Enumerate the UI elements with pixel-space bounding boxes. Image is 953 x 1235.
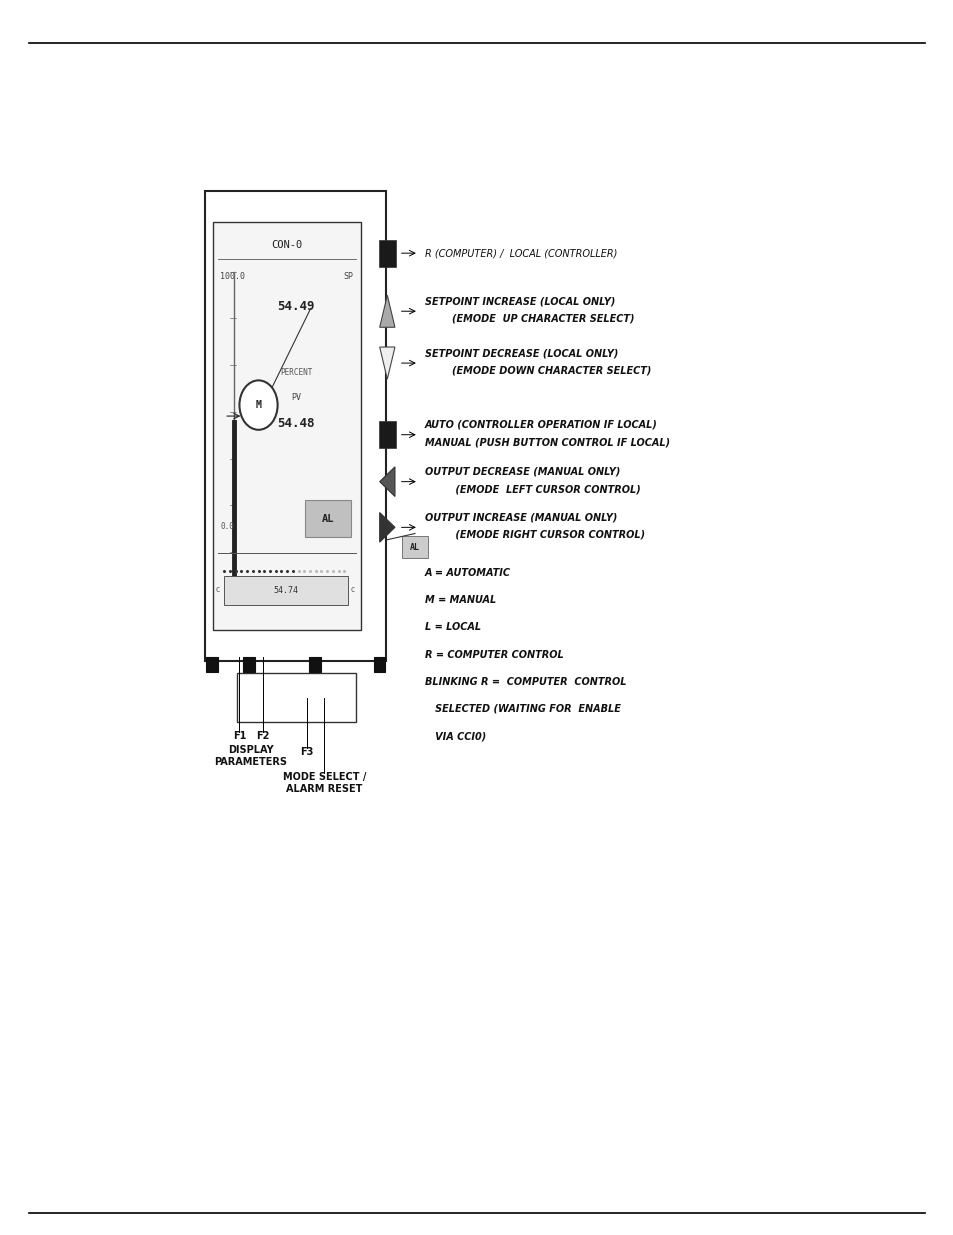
- Text: AL: AL: [321, 514, 335, 524]
- Text: MODE SELECT /
ALARM RESET: MODE SELECT / ALARM RESET: [282, 772, 366, 794]
- Text: R (COMPUTER) /  LOCAL (CONTROLLER): R (COMPUTER) / LOCAL (CONTROLLER): [424, 248, 617, 258]
- Bar: [305, 500, 351, 537]
- Text: M = MANUAL: M = MANUAL: [424, 595, 496, 605]
- Text: (EMODE  UP CHARACTER SELECT): (EMODE UP CHARACTER SELECT): [424, 314, 634, 324]
- Text: VIA CCI0): VIA CCI0): [424, 731, 485, 741]
- Text: OUTPUT INCREASE (MANUAL ONLY): OUTPUT INCREASE (MANUAL ONLY): [424, 513, 617, 522]
- Text: (EMODE  LEFT CURSOR CONTROL): (EMODE LEFT CURSOR CONTROL): [424, 484, 639, 494]
- Text: DISPLAY
PARAMETERS: DISPLAY PARAMETERS: [214, 745, 287, 767]
- Polygon shape: [379, 513, 395, 542]
- Bar: [378, 240, 395, 267]
- Text: SELECTED (WAITING FOR  ENABLE: SELECTED (WAITING FOR ENABLE: [424, 704, 619, 714]
- Text: CON-0: CON-0: [271, 240, 302, 249]
- Text: F3: F3: [300, 747, 314, 757]
- Bar: [213, 222, 360, 630]
- Text: PERCENT: PERCENT: [280, 368, 312, 377]
- Text: BLINKING R =  COMPUTER  CONTROL: BLINKING R = COMPUTER CONTROL: [424, 677, 625, 687]
- Text: C: C: [215, 588, 219, 593]
- Text: 0.0: 0.0: [220, 522, 234, 531]
- Bar: [243, 657, 254, 672]
- Bar: [224, 576, 348, 605]
- Text: PV: PV: [291, 393, 301, 401]
- Text: AUTO (CONTROLLER OPERATION IF LOCAL): AUTO (CONTROLLER OPERATION IF LOCAL): [424, 420, 657, 430]
- Text: 100.0: 100.0: [220, 272, 245, 280]
- Text: M: M: [255, 400, 261, 410]
- Text: C: C: [351, 588, 355, 593]
- Text: MANUAL (PUSH BUTTON CONTROL IF LOCAL): MANUAL (PUSH BUTTON CONTROL IF LOCAL): [424, 437, 669, 447]
- Text: (EMODE DOWN CHARACTER SELECT): (EMODE DOWN CHARACTER SELECT): [424, 366, 650, 375]
- Text: F1: F1: [233, 731, 246, 741]
- Text: OUTPUT DECREASE (MANUAL ONLY): OUTPUT DECREASE (MANUAL ONLY): [424, 467, 619, 477]
- Text: F2: F2: [256, 731, 270, 741]
- Text: 54.74: 54.74: [274, 585, 298, 595]
- Circle shape: [239, 380, 277, 430]
- Text: L = LOCAL: L = LOCAL: [424, 622, 480, 632]
- Text: AL: AL: [410, 542, 419, 552]
- Polygon shape: [379, 467, 395, 496]
- Bar: [374, 657, 385, 672]
- Text: SETPOINT INCREASE (LOCAL ONLY): SETPOINT INCREASE (LOCAL ONLY): [424, 296, 615, 306]
- Text: 54.49: 54.49: [277, 300, 314, 314]
- Text: SETPOINT DECREASE (LOCAL ONLY): SETPOINT DECREASE (LOCAL ONLY): [424, 348, 618, 358]
- Text: (EMODE RIGHT CURSOR CONTROL): (EMODE RIGHT CURSOR CONTROL): [424, 530, 644, 540]
- Text: A = AUTOMATIC: A = AUTOMATIC: [424, 568, 510, 578]
- Polygon shape: [379, 295, 395, 327]
- Bar: [401, 536, 428, 558]
- Polygon shape: [379, 347, 395, 379]
- Text: SP: SP: [343, 272, 353, 280]
- Bar: [378, 421, 395, 448]
- Bar: [206, 657, 217, 672]
- Text: R = COMPUTER CONTROL: R = COMPUTER CONTROL: [424, 650, 562, 659]
- Bar: [309, 657, 320, 672]
- Text: 54.48: 54.48: [277, 417, 314, 431]
- Bar: [236, 673, 355, 722]
- Bar: [205, 191, 386, 661]
